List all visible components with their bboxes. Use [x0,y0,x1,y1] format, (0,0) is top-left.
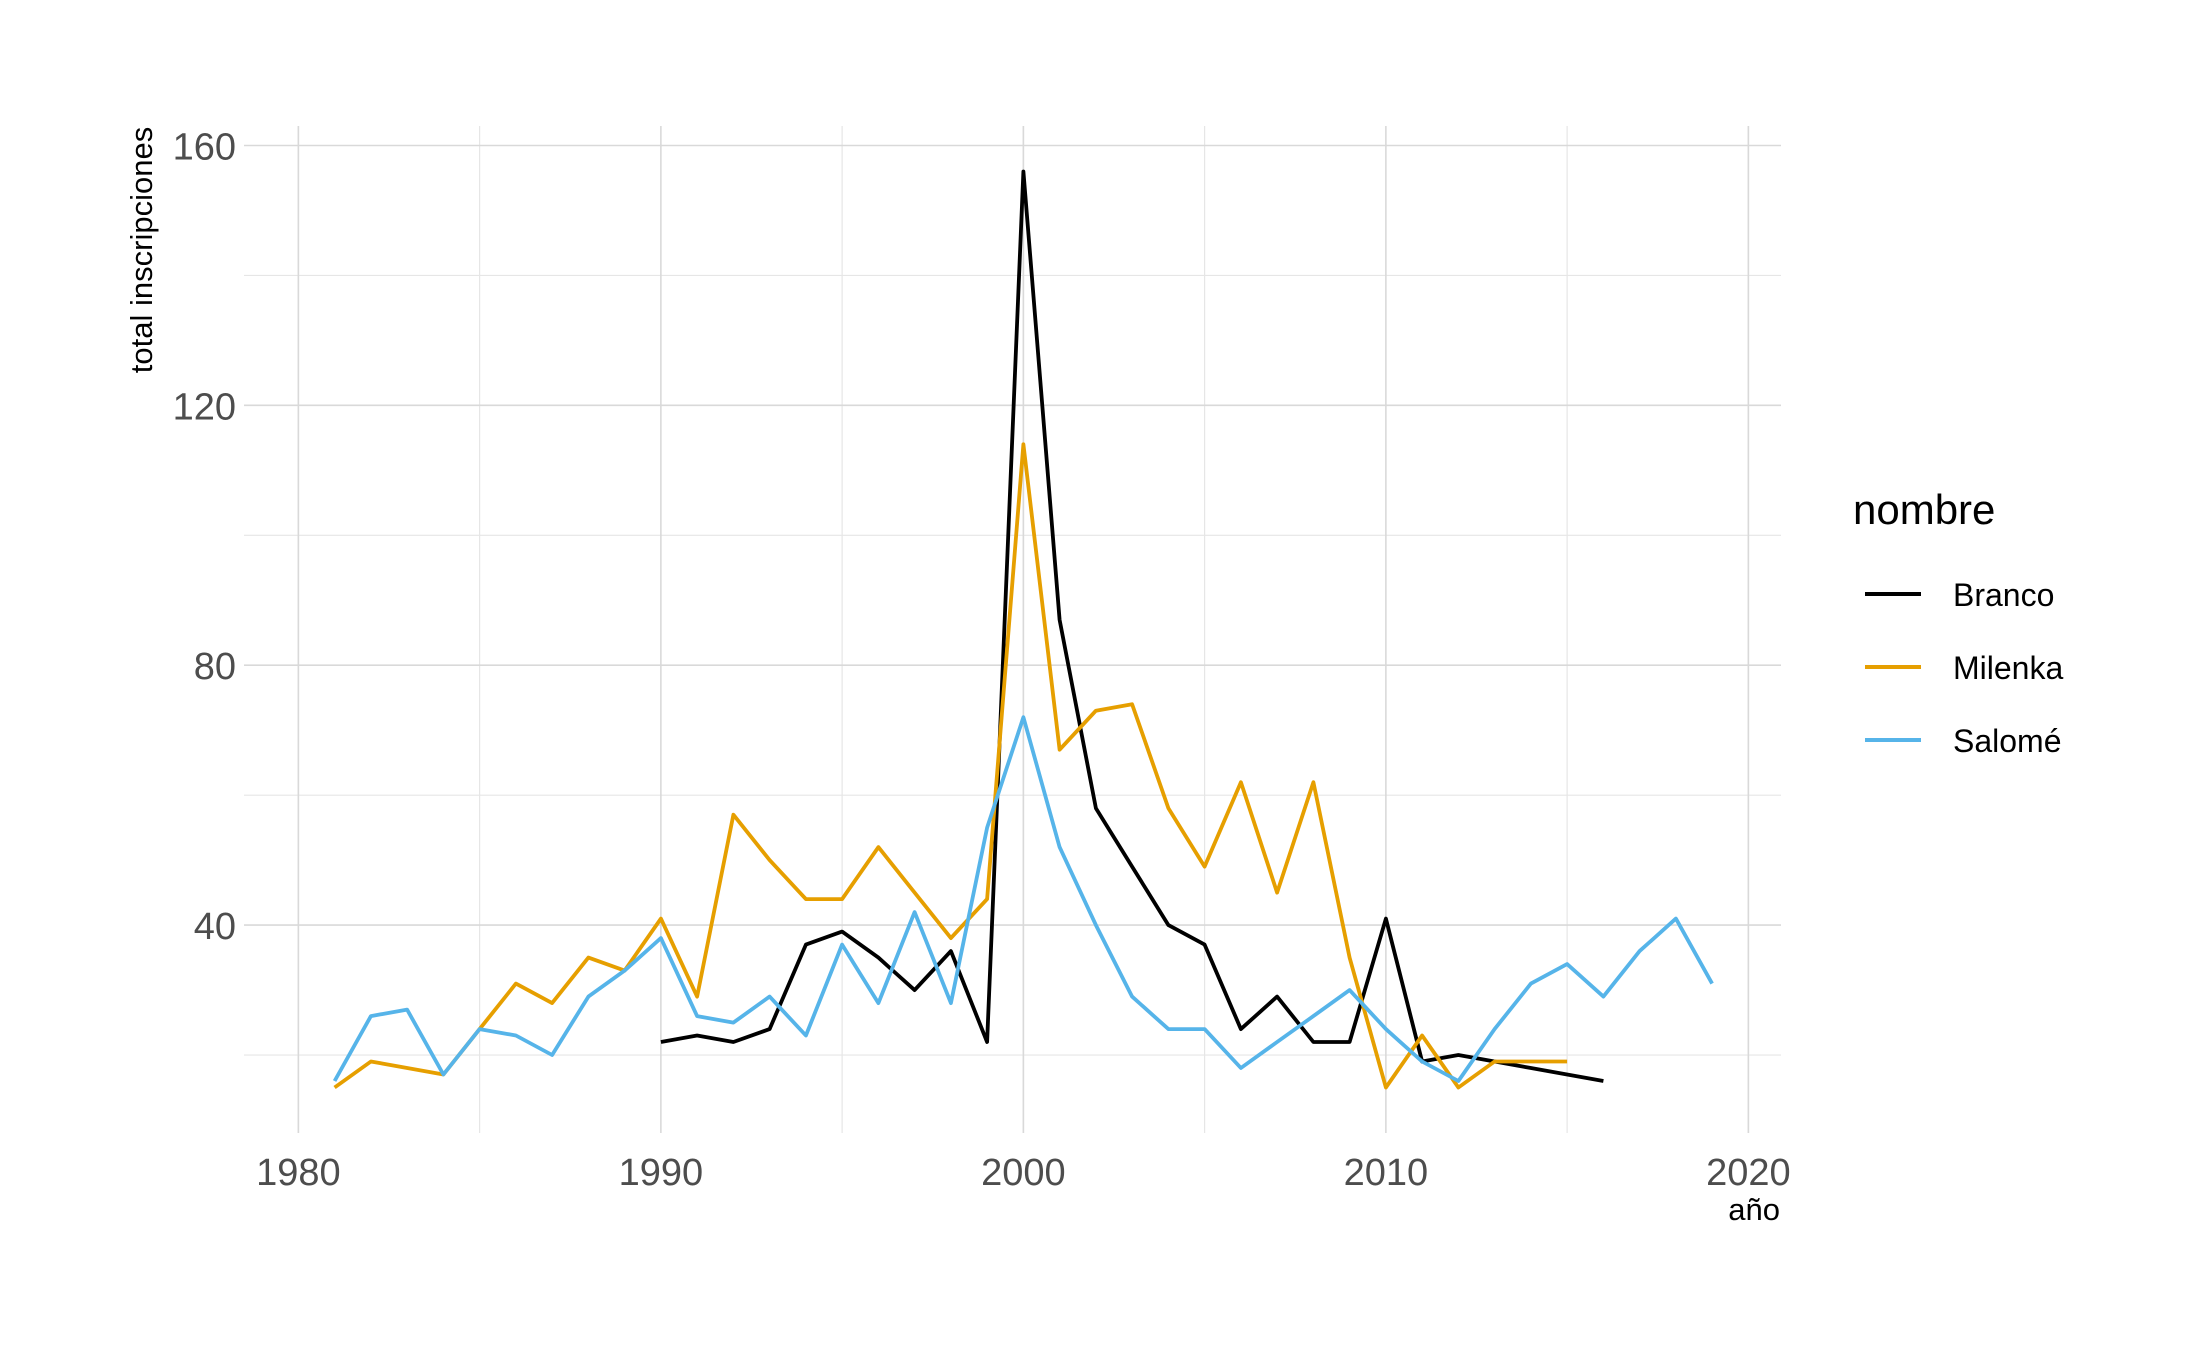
y-axis-ticks: 40 80 120 160 [173,126,236,948]
major-gridlines [244,126,1781,1133]
legend-items: Branco Milenka Salomé [1865,577,2063,759]
x-tick-label: 1990 [619,1152,704,1194]
legend-label-milenka: Milenka [1953,650,2063,686]
y-tick-label: 80 [194,646,236,688]
x-axis-ticks: 1980 1990 2000 2010 2020 [256,1152,1791,1194]
y-tick-label: 40 [194,906,236,948]
legend-label-salomé: Salomé [1953,723,2062,759]
minor-gridlines [244,126,1781,1133]
x-tick-label: 1980 [256,1152,341,1194]
series-lines [332,169,1714,1090]
legend-label-branco: Branco [1953,577,2054,613]
series-line-milenka [333,442,1568,1090]
x-tick-label: 2000 [981,1152,1066,1194]
series-line-branco [660,169,1604,1083]
legend: nombre Branco Milenka Salomé [1853,486,2063,759]
x-tick-label: 2010 [1344,1152,1429,1194]
y-tick-label: 160 [173,126,236,168]
legend-title: nombre [1853,486,1995,533]
x-tick-label: 2020 [1706,1152,1791,1194]
y-tick-label: 120 [173,386,236,428]
x-axis-title: año [1728,1192,1780,1227]
y-axis-title: total inscripciones [124,127,159,373]
series-line-salomé [332,715,1714,1083]
